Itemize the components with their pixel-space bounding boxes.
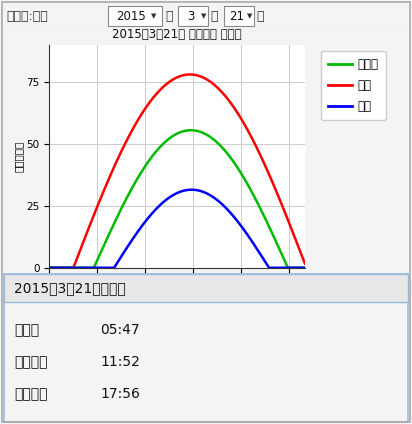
Text: ▼: ▼ bbox=[201, 13, 206, 19]
Legend: 検索日, 夏至, 冬至: 検索日, 夏至, 冬至 bbox=[321, 50, 386, 120]
Text: 日の入り: 日の入り bbox=[14, 387, 47, 401]
Text: 2015: 2015 bbox=[116, 9, 145, 22]
Bar bbox=[178, 6, 208, 26]
Bar bbox=[108, 6, 162, 26]
Text: 年: 年 bbox=[165, 9, 173, 22]
Text: 南中時刻: 南中時刻 bbox=[14, 355, 47, 369]
Title: 2015年3月21日 太陽高度 の推移: 2015年3月21日 太陽高度 の推移 bbox=[112, 28, 242, 41]
Text: 21: 21 bbox=[229, 9, 244, 22]
Y-axis label: 高度（度）: 高度（度） bbox=[14, 141, 23, 172]
Text: ▼: ▼ bbox=[151, 13, 157, 19]
Bar bbox=[224, 6, 254, 26]
Text: 17:56: 17:56 bbox=[100, 387, 140, 401]
X-axis label: 時刻: 時刻 bbox=[170, 290, 185, 303]
Text: ▼: ▼ bbox=[247, 13, 252, 19]
Text: 月: 月 bbox=[210, 9, 218, 22]
Text: 日: 日 bbox=[256, 9, 264, 22]
Text: 05:47: 05:47 bbox=[100, 323, 140, 337]
Text: 日の出: 日の出 bbox=[14, 323, 39, 337]
Text: 2015年3月21日の情報: 2015年3月21日の情報 bbox=[14, 281, 126, 295]
Bar bbox=[4, 274, 408, 302]
Text: 検索日:西暦: 検索日:西暦 bbox=[6, 9, 48, 22]
Text: 11:52: 11:52 bbox=[100, 355, 140, 369]
Text: 3: 3 bbox=[187, 9, 194, 22]
